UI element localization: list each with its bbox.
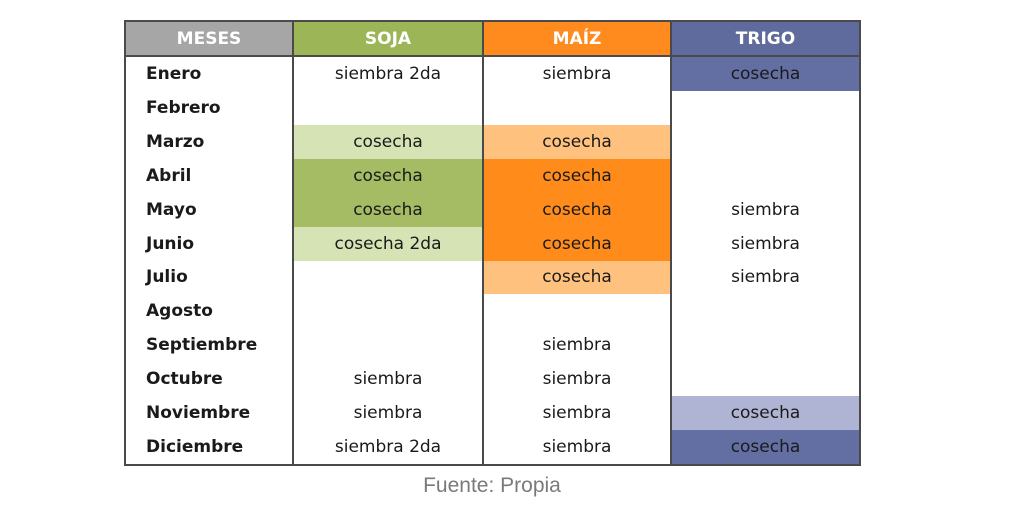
header-maiz: MAÍZ [484,22,672,57]
maiz-cell: cosecha [484,260,672,295]
soja-cell: siembra [294,362,484,397]
trigo-cell: siembra [731,233,800,254]
month-cell: Junio [126,226,294,261]
maiz-cell: siembra [484,430,672,464]
maiz-cell: cosecha [484,124,672,159]
header-meses: MESES [126,22,294,57]
crop-calendar-table: MESES SOJA MAÍZ TRIGO Enero siembra 2da … [124,20,861,466]
source-caption: Fuente: Propia [423,474,561,497]
month-cell: Abril [126,158,294,193]
month-cell: Enero [126,57,294,91]
soja-cell: cosecha 2da [294,226,484,261]
header-trigo: TRIGO [672,22,859,57]
soja-cell [294,260,484,295]
month-cell: Febrero [126,90,294,125]
trigo-cell: cosecha [672,430,859,464]
maiz-cell: siembra [484,396,672,431]
trigo-cell [672,125,859,159]
trigo-cell: siembra [731,199,800,220]
maiz-cell: cosecha [484,226,672,261]
maiz-cell: siembra [484,57,672,91]
trigo-cell [672,91,859,125]
month-cell: Septiembre [126,328,294,363]
trigo-cell [672,362,859,396]
trigo-cell [672,328,859,362]
soja-cell: cosecha [294,124,484,159]
soja-cell: cosecha [294,192,484,227]
trigo-cell [672,159,859,193]
header-soja: SOJA [294,22,484,57]
soja-cell [294,294,484,329]
soja-cell: cosecha [294,158,484,193]
trigo-cell: cosecha [672,396,859,431]
maiz-cell: cosecha [484,158,672,193]
soja-cell [294,328,484,363]
maiz-cell: siembra [484,328,672,363]
trigo-cell: cosecha [672,57,859,91]
soja-cell: siembra 2da [294,57,484,91]
trigo-cell [672,294,859,328]
trigo-cell: siembra [731,267,800,288]
maiz-cell [484,90,672,125]
soja-cell [294,90,484,125]
month-cell: Marzo [126,124,294,159]
month-cell: Mayo [126,192,294,227]
month-cell: Diciembre [126,430,294,464]
month-cell: Noviembre [126,396,294,431]
month-cell: Julio [126,260,294,295]
maiz-cell [484,294,672,329]
month-cell: Agosto [126,294,294,329]
soja-cell: siembra [294,396,484,431]
month-cell: Octubre [126,362,294,397]
maiz-cell: siembra [484,362,672,397]
soja-cell: siembra 2da [294,430,484,464]
maiz-cell: cosecha [484,192,672,227]
